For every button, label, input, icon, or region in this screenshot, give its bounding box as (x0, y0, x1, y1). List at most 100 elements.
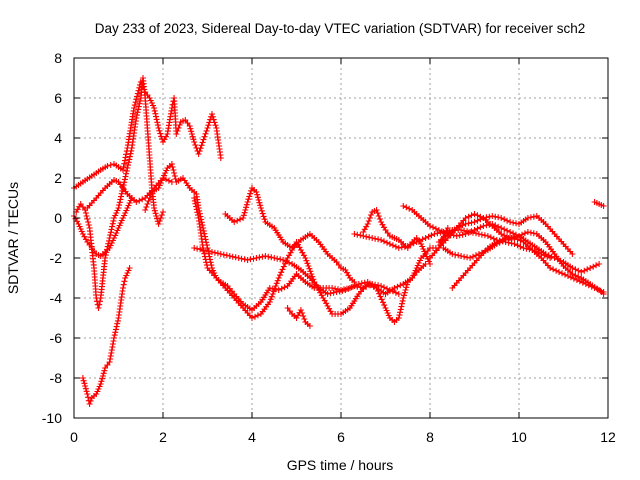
data-point (569, 265, 576, 271)
data-point (153, 213, 160, 219)
data-point (507, 229, 514, 235)
data-point (82, 385, 89, 392)
data-point (134, 109, 141, 116)
data-point (481, 232, 488, 239)
data-point (211, 249, 218, 256)
data-point (191, 195, 198, 201)
data-point (173, 131, 180, 137)
data-point (107, 353, 114, 359)
data-point (116, 202, 123, 209)
data-point (305, 263, 312, 269)
data-point (516, 233, 522, 239)
data-point (158, 212, 165, 218)
data-point (496, 239, 503, 246)
data-point (155, 221, 162, 227)
data-point (121, 179, 128, 186)
data-point (249, 315, 255, 321)
data-point (375, 236, 382, 243)
data-point (477, 216, 484, 223)
data-point (139, 196, 146, 203)
data-point (600, 203, 607, 209)
data-point (594, 286, 601, 293)
data-point (82, 236, 89, 243)
data-point (363, 233, 370, 240)
data-point (366, 215, 373, 221)
data-point (186, 123, 193, 129)
series-arc-7 (191, 195, 451, 325)
data-point (303, 257, 310, 264)
data-point (397, 306, 404, 313)
data-point (245, 196, 252, 203)
data-point (374, 210, 381, 216)
data-point (281, 284, 288, 291)
data-point (397, 282, 404, 289)
data-point (152, 110, 159, 117)
data-point (135, 106, 142, 113)
series-line (193, 197, 449, 323)
data-point (209, 249, 215, 255)
data-point (375, 213, 382, 219)
data-point (406, 205, 413, 212)
data-point (402, 287, 409, 293)
data-point (267, 296, 274, 303)
data-point (217, 155, 224, 161)
data-point (95, 305, 102, 311)
data-point (87, 398, 94, 404)
data-point (278, 269, 285, 276)
data-point (125, 159, 132, 166)
data-point (171, 173, 178, 179)
data-point (499, 238, 506, 245)
data-point (188, 128, 195, 135)
data-point (342, 287, 349, 293)
data-point (214, 250, 221, 257)
data-point (203, 262, 210, 269)
data-point (376, 216, 383, 222)
data-point (232, 254, 239, 261)
data-point (449, 251, 456, 257)
data-point (396, 312, 403, 319)
data-point (368, 212, 374, 218)
data-point (133, 199, 140, 205)
data-point (361, 279, 368, 286)
data-point (483, 214, 490, 221)
data-point (154, 122, 161, 129)
data-point (524, 215, 531, 221)
data-point (582, 281, 589, 287)
data-point (109, 341, 116, 347)
data-point (101, 367, 108, 374)
data-point (257, 202, 264, 209)
y-axis-label: SDTVAR / TECUs (5, 182, 21, 294)
data-point (145, 198, 152, 204)
data-point (600, 289, 607, 295)
data-point (157, 130, 164, 137)
data-point (121, 160, 128, 167)
data-point (121, 157, 128, 164)
data-point (380, 299, 386, 306)
data-point (407, 241, 414, 248)
data-point (578, 269, 585, 275)
data-point (261, 216, 268, 223)
data-point (302, 255, 309, 261)
data-point (235, 255, 242, 261)
series-arc-6 (142, 161, 429, 313)
data-point (209, 111, 215, 117)
data-point (194, 209, 201, 216)
data-point (99, 373, 106, 379)
data-point (431, 231, 438, 237)
data-point (358, 280, 365, 287)
data-point (108, 347, 115, 353)
data-point (410, 240, 417, 247)
data-point (125, 162, 131, 169)
data-point (465, 229, 472, 236)
data-point (99, 375, 106, 382)
data-point (404, 281, 410, 288)
series-arc-10 (284, 305, 313, 329)
data-point (143, 204, 150, 210)
data-point (79, 375, 86, 381)
data-point (581, 267, 588, 274)
data-point (501, 216, 508, 223)
data-point (241, 256, 248, 263)
data-point (357, 284, 364, 291)
data-point (504, 217, 511, 224)
